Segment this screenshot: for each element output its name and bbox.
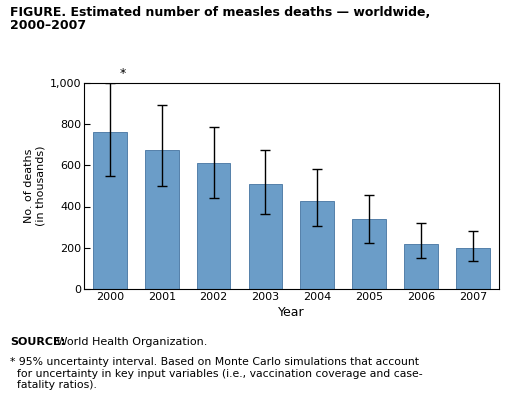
Bar [93, 132, 127, 289]
Bar [248, 184, 282, 289]
Bar [197, 163, 231, 289]
Bar [456, 248, 490, 289]
Bar [352, 219, 386, 289]
Text: World Health Organization.: World Health Organization. [53, 337, 208, 347]
Bar [145, 150, 179, 289]
Bar [404, 244, 438, 289]
Text: FIGURE. Estimated number of measles deaths — worldwide,: FIGURE. Estimated number of measles deat… [10, 6, 431, 19]
Text: * 95% uncertainty interval. Based on Monte Carlo simulations that account
  for : * 95% uncertainty interval. Based on Mon… [10, 357, 423, 390]
Text: *: * [119, 66, 126, 79]
Y-axis label: No. of deaths
(in thousands): No. of deaths (in thousands) [24, 146, 45, 226]
Text: SOURCE:: SOURCE: [10, 337, 65, 347]
Bar [300, 201, 334, 289]
X-axis label: Year: Year [278, 306, 305, 319]
Text: 2000–2007: 2000–2007 [10, 19, 87, 31]
